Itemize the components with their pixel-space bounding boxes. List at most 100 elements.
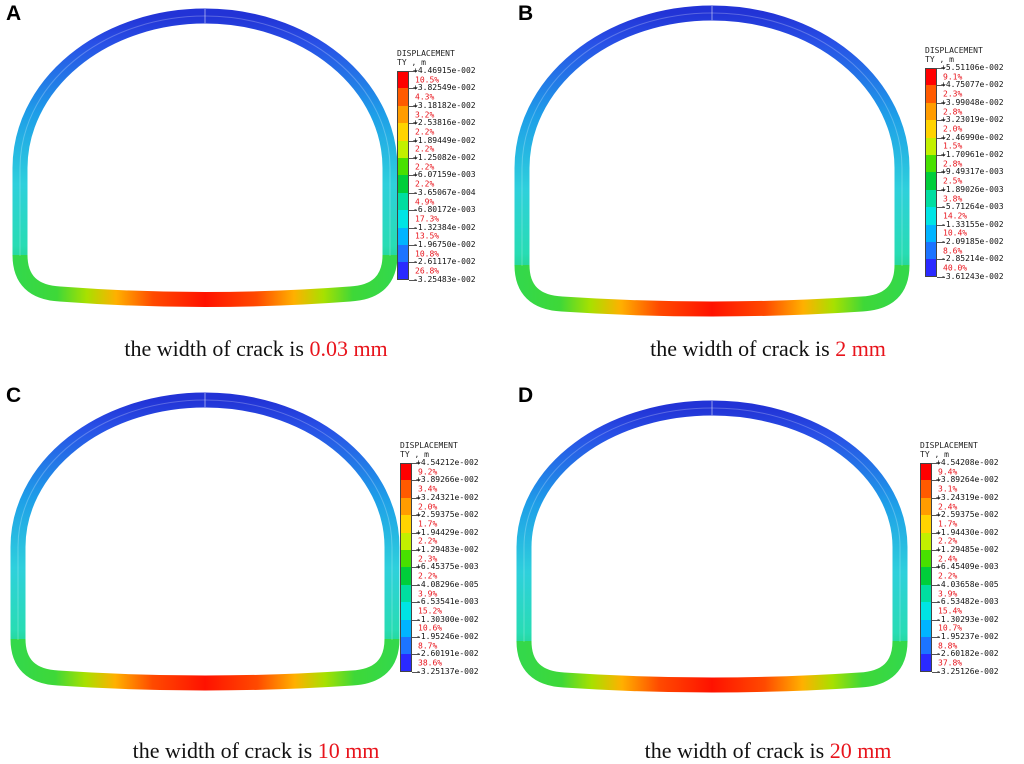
legend-value-label: -4.03658e-005	[936, 579, 999, 589]
legend-percent-label: 2.8%	[943, 159, 963, 169]
legend-percent-label: 2.0%	[418, 502, 438, 511]
panel-caption: the width of crack is 20 mm	[512, 738, 1024, 764]
legend-swatch	[925, 172, 937, 190]
legend-tick	[409, 105, 417, 107]
legend-percent-label: 13.5%	[415, 231, 440, 241]
legend-swatch	[920, 619, 932, 637]
legend-percent-label: 3.9%	[418, 589, 438, 598]
legend-swatch	[920, 463, 932, 481]
legend-value-label: -2.60182e-002	[936, 649, 999, 659]
caption-prefix: the width of crack is	[132, 738, 318, 763]
panel-caption: the width of crack is 0.03 mm	[0, 336, 512, 362]
legend-swatch	[400, 584, 412, 603]
legend-tick	[409, 262, 417, 264]
legend-value-label: -1.96750e-002	[413, 240, 476, 249]
legend-swatch	[397, 210, 409, 228]
legend-tick	[412, 637, 420, 638]
legend-tick	[937, 68, 945, 69]
lining-arch-segment	[514, 5, 910, 266]
legend-tick	[937, 172, 945, 174]
legend-percent-label: 1.7%	[938, 519, 958, 529]
legend-tick	[937, 242, 945, 243]
legend-swatch	[925, 120, 937, 138]
legend-value-label: +4.54208e-002	[936, 458, 999, 467]
panel-caption: the width of crack is 2 mm	[512, 336, 1024, 362]
legend-tick	[412, 550, 420, 551]
legend-value-label: -6.53482e-003	[936, 597, 999, 607]
legend-swatch	[925, 189, 937, 208]
legend-swatch	[400, 602, 412, 620]
legend-value-label: +3.89264e-002	[936, 475, 999, 485]
legend-value-label: -3.61243e-002	[941, 271, 1004, 281]
lining-invert-segment	[10, 638, 400, 691]
legend-swatch	[925, 155, 937, 173]
legend-tick	[937, 155, 945, 156]
legend-percent-label: 2.4%	[938, 554, 958, 564]
legend-value-label: +1.25082e-002	[413, 153, 476, 162]
legend-tick	[932, 497, 940, 499]
panel-caption: the width of crack is 10 mm	[0, 738, 512, 764]
legend-tick	[412, 602, 420, 604]
legend-swatch	[400, 480, 412, 498]
legend-tick	[932, 584, 940, 586]
lining-arch-segment	[10, 392, 400, 640]
crack-width-value: 10 mm	[317, 738, 380, 763]
legend-tick	[932, 654, 940, 656]
legend-tick	[932, 567, 940, 569]
legend-subtitle: TY , m	[397, 58, 426, 67]
legend-tick	[409, 158, 417, 159]
legend-value-label: +6.45375e-003	[416, 562, 479, 572]
legend-percent-label: 2.2%	[415, 127, 435, 137]
legend-tick	[932, 602, 940, 604]
displacement-legend: DISPLACEMENT TY , m +5.51106e-002 +4.7507…	[925, 46, 1024, 288]
legend-value-label: +1.70961e-002	[941, 150, 1004, 159]
caption-prefix: the width of crack is	[644, 738, 830, 763]
legend-tick	[412, 532, 420, 534]
legend-value-label: -1.30293e-002	[936, 614, 999, 624]
legend-swatch	[397, 227, 409, 245]
legend-percent-label: 2.3%	[943, 89, 963, 99]
legend-tick	[409, 88, 417, 90]
legend-percent-label: 26.8%	[415, 266, 440, 276]
legend-tick	[409, 210, 417, 212]
legend-percent-label: 9.4%	[938, 467, 958, 477]
legend-swatch	[920, 532, 932, 550]
legend-tick	[932, 619, 940, 621]
legend-percent-label: 2.2%	[415, 162, 435, 172]
legend-value-label: +1.94430e-002	[936, 527, 999, 537]
legend-swatch	[920, 637, 932, 655]
legend-swatch	[925, 102, 937, 121]
legend-tick	[937, 189, 945, 191]
legend-value-label: -6.53541e-003	[416, 597, 479, 607]
legend-value-label: +3.24319e-002	[936, 492, 999, 502]
legend-swatch	[397, 71, 409, 89]
legend-value-label: -3.25483e-002	[413, 274, 476, 284]
legend-percent-label: 9.2%	[418, 467, 438, 477]
legend-swatch-outline	[397, 71, 409, 280]
legend-title: DISPLACEMENT	[397, 49, 455, 58]
legend-percent-label: 3.4%	[418, 484, 438, 494]
legend-percent-label: 3.8%	[943, 194, 963, 203]
legend-value-label: +6.45409e-003	[936, 562, 999, 572]
legend-percent-label: 2.2%	[938, 571, 958, 581]
legend-swatch	[397, 192, 409, 211]
legend-value-label: +3.89266e-002	[416, 475, 479, 485]
legend-percent-label: 2.2%	[938, 536, 958, 546]
caption-prefix: the width of crack is	[650, 336, 836, 361]
legend-swatch	[920, 602, 932, 620]
legend-value-label: +4.54212e-002	[416, 458, 479, 467]
legend-swatch	[925, 259, 937, 277]
legend-value-label: +1.29483e-002	[416, 545, 479, 554]
displacement-legend: DISPLACEMENT TY , m +4.54208e-002 +3.8926…	[920, 441, 1024, 683]
legend-value-label: +2.53816e-002	[413, 118, 476, 128]
legend-percent-label: 10.6%	[418, 623, 443, 633]
legend-swatch	[925, 242, 937, 260]
legend-swatch	[400, 619, 412, 637]
legend-value-label: -1.30300e-002	[416, 614, 479, 624]
lining-invert-segment	[516, 640, 908, 693]
legend-percent-label: 8.7%	[418, 641, 438, 651]
legend-swatch	[925, 68, 937, 86]
legend-percent-label: 15.4%	[938, 606, 963, 616]
legend-swatch	[920, 584, 932, 603]
legend-value-label: +3.24321e-002	[416, 492, 479, 502]
